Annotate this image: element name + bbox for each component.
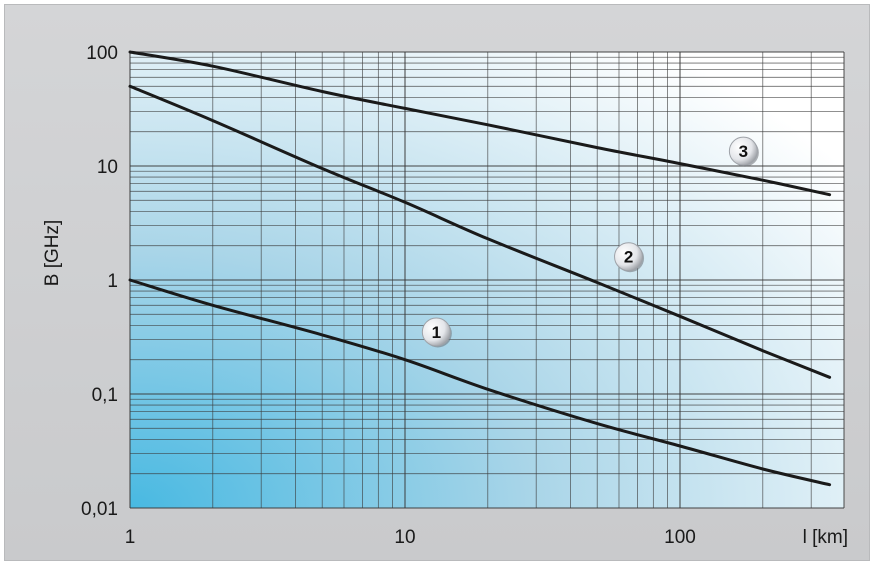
badge-circle	[421, 317, 451, 347]
y-tick-label: 1	[107, 271, 118, 292]
series-line-1	[128, 278, 832, 487]
curve-label-badge: 2	[614, 242, 645, 273]
y-tick-label: 10	[97, 157, 118, 178]
x-axis-label: l [km]	[803, 527, 848, 548]
badge-label: 1	[432, 323, 441, 342]
x-tick-label: 10	[394, 527, 415, 548]
curve-label-badge: 3	[728, 136, 759, 167]
badge-label: 3	[739, 142, 748, 161]
series-line-3	[128, 50, 832, 197]
y-tick-label: 0,01	[81, 499, 118, 520]
y-tick-label: 100	[86, 43, 118, 64]
series-line-2	[128, 84, 832, 379]
badge-label: 2	[624, 248, 633, 267]
badge-circle	[614, 242, 644, 272]
curve-label-badge: 1	[421, 317, 452, 348]
x-tick-label: 100	[664, 527, 696, 548]
x-tick-label: 1	[125, 527, 136, 548]
y-tick-label: 0,1	[92, 385, 118, 406]
y-axis-label: B [GHz]	[42, 220, 63, 287]
badge-circle	[728, 136, 758, 166]
